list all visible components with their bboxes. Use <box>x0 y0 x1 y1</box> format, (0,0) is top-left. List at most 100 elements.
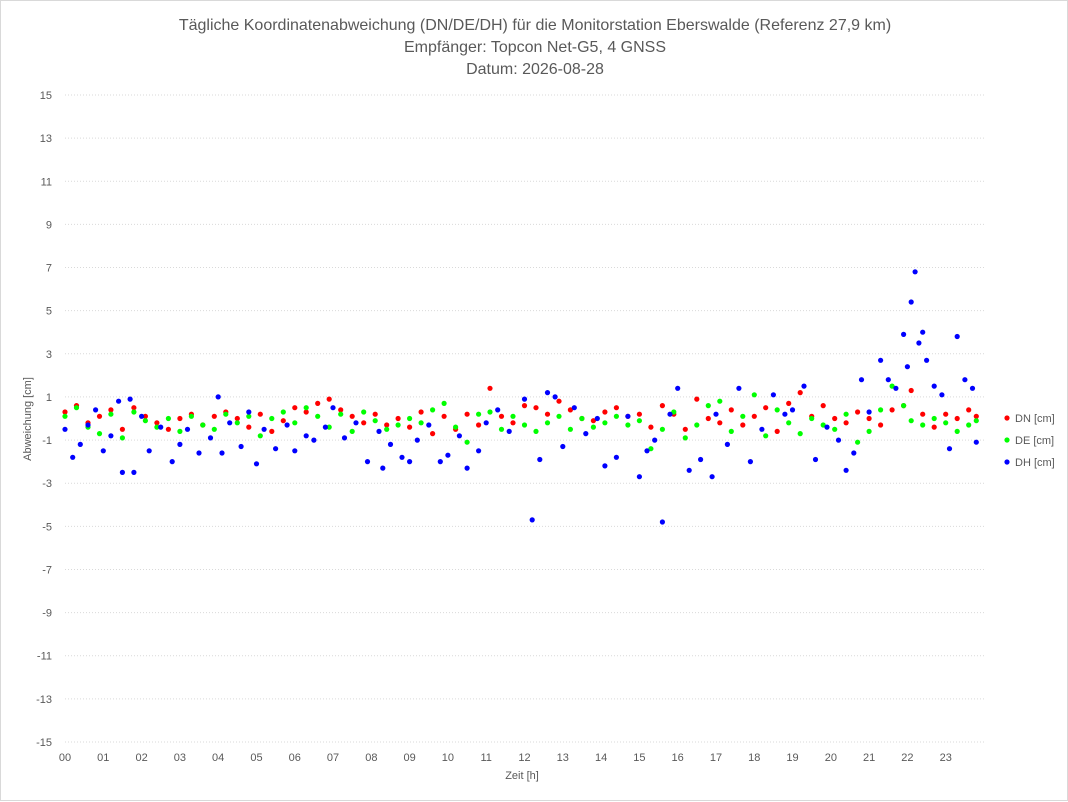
data-point <box>269 428 275 434</box>
data-point <box>384 422 390 428</box>
data-point <box>269 415 275 422</box>
data-point <box>315 400 321 406</box>
data-point <box>843 467 849 473</box>
data-point <box>809 415 815 422</box>
data-point <box>943 420 949 426</box>
data-point <box>824 424 830 430</box>
data-point <box>855 409 861 415</box>
data-point <box>487 385 493 391</box>
y-tick-label: -9 <box>42 608 52 620</box>
y-tick-label: -1 <box>42 435 52 447</box>
data-point <box>908 299 914 305</box>
y-tick-label: -7 <box>42 564 52 576</box>
data-point <box>820 403 826 409</box>
data-point <box>920 329 926 335</box>
legend-label: DN [cm] <box>1015 413 1055 425</box>
x-tick-label: 11 <box>480 752 491 764</box>
data-point <box>682 435 688 441</box>
data-point <box>418 409 424 415</box>
data-point <box>495 407 501 413</box>
data-point <box>349 428 355 434</box>
data-point <box>648 424 654 430</box>
chart-title: Tägliche Koordinatenabweichung (DN/DE/DH… <box>179 17 891 78</box>
data-point <box>338 407 344 413</box>
data-point <box>284 422 290 428</box>
data-point <box>257 433 263 439</box>
data-point <box>648 446 654 452</box>
data-point <box>625 413 631 419</box>
data-point <box>341 435 348 441</box>
y-tick-label: 13 <box>40 133 52 145</box>
x-tick-label: 05 <box>250 752 262 764</box>
data-point <box>200 422 206 428</box>
y-tick-label: 1 <box>46 392 52 404</box>
data-point <box>878 407 884 413</box>
data-point <box>96 431 103 437</box>
data-point <box>885 377 891 383</box>
data-point <box>901 331 907 337</box>
data-point <box>904 364 911 370</box>
data-point <box>529 517 535 523</box>
data-point <box>303 405 309 411</box>
x-tick-label: 13 <box>557 752 569 764</box>
data-point <box>832 415 838 422</box>
legend-marker <box>1004 437 1010 443</box>
chart-title-line-2: Empfänger: Topcon Net-G5, 4 GNSS <box>404 39 666 56</box>
x-tick-label: 12 <box>518 752 530 764</box>
y-tick-label: -13 <box>36 694 52 706</box>
data-point <box>855 439 861 445</box>
legend: DN [cm] DE [cm] DH [cm] <box>1004 413 1055 469</box>
data-point <box>326 424 332 430</box>
data-point <box>407 415 413 422</box>
data-point <box>521 422 528 428</box>
x-tick-label: 04 <box>212 752 224 764</box>
data-point <box>613 454 620 460</box>
data-point <box>165 426 171 432</box>
data-point <box>686 467 692 473</box>
data-point <box>158 424 164 430</box>
data-point <box>916 340 922 346</box>
data-point <box>483 420 489 426</box>
data-point <box>322 424 328 430</box>
data-point <box>219 450 225 456</box>
data-point <box>418 420 424 426</box>
data-point <box>774 428 780 434</box>
data-point <box>625 422 631 428</box>
y-axis-title: Abweichung [cm] <box>22 377 34 461</box>
data-point <box>533 428 539 434</box>
data-point <box>119 469 125 475</box>
data-point <box>544 411 551 417</box>
data-point <box>590 424 597 430</box>
data-point <box>211 426 217 432</box>
data-point <box>820 422 826 428</box>
data-point <box>652 437 658 443</box>
legend-marker <box>1004 415 1010 421</box>
data-point <box>85 422 91 428</box>
data-point <box>62 413 68 419</box>
data-point <box>119 426 125 432</box>
data-point <box>414 437 420 443</box>
data-point <box>659 403 666 409</box>
data-point <box>100 448 106 454</box>
data-point <box>96 413 103 419</box>
x-tick-label: 21 <box>863 752 875 764</box>
data-point <box>901 403 907 409</box>
data-point <box>751 413 757 419</box>
data-point <box>108 433 114 439</box>
data-point <box>659 519 666 525</box>
data-point <box>583 431 589 437</box>
data-point <box>556 398 562 404</box>
data-point <box>770 392 777 398</box>
data-point <box>62 426 68 432</box>
data-point <box>590 418 597 424</box>
x-axis-ticks: 00 01 02 03 04 05 06 07 08 09 10 11 12 13 14 15 16 17 18 19… <box>59 752 952 764</box>
data-point <box>353 420 359 426</box>
data-point <box>920 411 926 417</box>
y-tick-label: -15 <box>36 737 52 749</box>
data-point <box>330 405 336 411</box>
data-point <box>399 454 405 460</box>
data-point <box>724 441 731 447</box>
data-point <box>832 426 838 432</box>
data-point <box>759 426 765 432</box>
